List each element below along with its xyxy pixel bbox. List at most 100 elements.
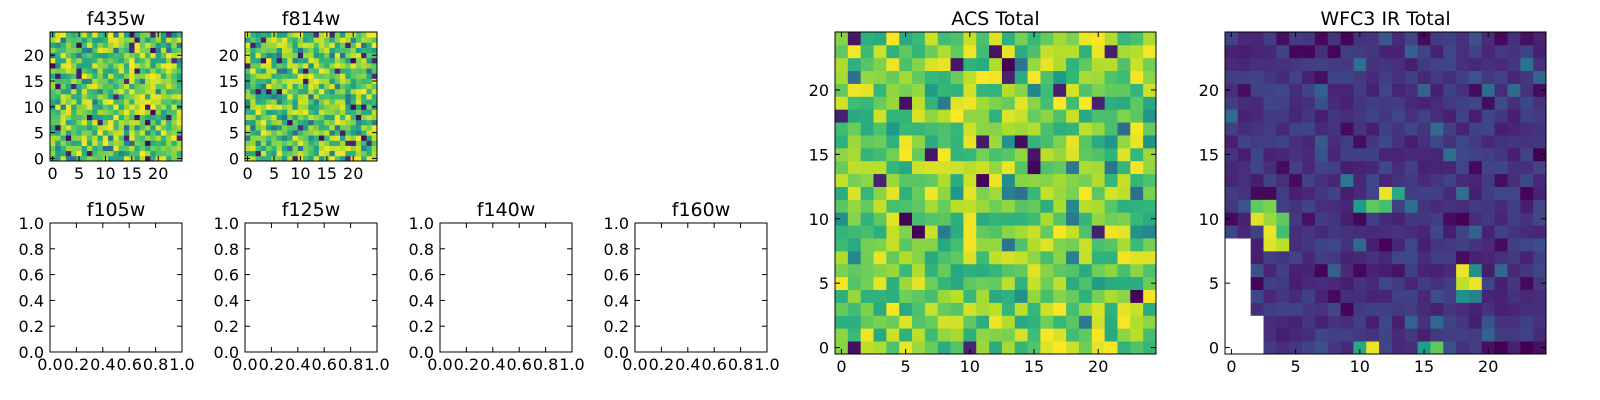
heatmap-cell	[340, 57, 346, 64]
heatmap-cell	[924, 341, 939, 355]
heatmap-cell	[1143, 186, 1157, 200]
heatmap-cell	[989, 147, 1003, 162]
heatmap-cell	[123, 57, 130, 64]
heatmap-cell	[1014, 328, 1028, 342]
heatmap-cell	[324, 150, 330, 157]
heatmap-cell	[340, 93, 346, 100]
heatmap-cell	[65, 135, 72, 141]
heatmap-cell	[308, 145, 315, 152]
heatmap-cell	[266, 88, 272, 95]
heatmap-cell	[1494, 263, 1508, 278]
heatmap-cell	[303, 42, 309, 48]
heatmap-cell	[129, 104, 135, 110]
heatmap-cell	[303, 52, 309, 59]
heatmap-cell	[1507, 238, 1521, 252]
heatmap-cell	[255, 37, 262, 43]
heatmap-cell	[176, 42, 183, 48]
heatmap-cell	[171, 78, 178, 84]
heatmap-cell	[1314, 212, 1329, 226]
axes-frame	[244, 31, 378, 162]
heatmap-cell	[847, 263, 862, 278]
heatmap-cell	[924, 173, 939, 187]
heatmap-cell	[287, 52, 293, 59]
heatmap-cell	[145, 57, 151, 64]
heatmap-cell	[1040, 135, 1054, 149]
heatmap-cell	[313, 83, 320, 90]
heatmap-cell	[1027, 135, 1041, 149]
heatmap-cell	[1366, 238, 1380, 252]
heatmap-cell	[1014, 32, 1028, 46]
heatmap-cell	[1263, 44, 1277, 59]
heatmap-cell	[1366, 250, 1380, 265]
heatmap-cell	[1404, 135, 1418, 149]
heatmap-cell	[350, 150, 357, 157]
heatmap-cell	[92, 93, 98, 100]
heatmap-cell	[150, 124, 156, 131]
heatmap-cell	[1104, 135, 1118, 149]
heatmap-cell	[963, 276, 977, 290]
heatmap-cell	[1078, 32, 1093, 46]
heatmap-cell	[1130, 212, 1144, 226]
heatmap-cell	[123, 114, 130, 121]
heatmap-cell	[113, 62, 120, 69]
heatmap-cell	[287, 88, 293, 95]
heatmap-cell	[118, 88, 125, 95]
heatmap-cell	[1001, 225, 1016, 239]
heatmap-cell	[1066, 44, 1080, 59]
heatmap-cell	[292, 78, 299, 84]
heatmap-cell	[1078, 96, 1093, 110]
heatmap-cell	[303, 104, 309, 110]
heatmap-cell	[1276, 212, 1290, 226]
heatmap-cell	[255, 57, 262, 64]
heatmap-cell	[1443, 122, 1457, 136]
heatmap-cell	[1027, 225, 1041, 239]
heatmap-cell	[134, 104, 141, 110]
heatmap-cell	[1040, 212, 1054, 226]
heatmap-cell	[1481, 225, 1496, 239]
heatmap-cell	[886, 212, 900, 226]
heatmap-cell	[366, 114, 373, 121]
y-tick-label: 20	[219, 46, 239, 65]
heatmap-cell	[276, 135, 283, 141]
heatmap-cell	[292, 47, 299, 54]
heatmap-cell	[1066, 186, 1080, 200]
heatmap-cell	[873, 238, 887, 252]
x-tick-label: 15	[1414, 357, 1434, 376]
heatmap-cell	[355, 78, 362, 84]
heatmap-cell	[97, 37, 104, 43]
heatmap-cell	[303, 62, 309, 69]
heatmap-cell	[1289, 135, 1303, 149]
heatmap-cell	[989, 96, 1003, 110]
heatmap-cell	[1302, 199, 1316, 213]
heatmap-cell	[150, 83, 156, 90]
heatmap-cell	[166, 140, 172, 146]
heatmap-cell	[963, 147, 977, 162]
heatmap-cell	[303, 57, 309, 64]
heatmap-cell	[1263, 32, 1277, 46]
heatmap-cell	[134, 47, 141, 54]
heatmap-cell	[139, 104, 146, 110]
heatmap-cell	[166, 68, 172, 74]
heatmap-cell	[176, 73, 183, 79]
heatmap-cell	[334, 47, 341, 54]
heatmap-cell	[292, 114, 299, 121]
heatmap-cell	[1430, 212, 1444, 226]
heatmap-cell	[1225, 276, 1239, 290]
heatmap-cell	[297, 47, 304, 54]
heatmap-cell	[108, 62, 114, 69]
heatmap-cell	[134, 119, 141, 126]
x-tick-label: 20	[1088, 357, 1108, 376]
heatmap-cell	[281, 47, 288, 54]
heatmap-cell	[118, 37, 125, 43]
heatmap-cell	[71, 145, 77, 152]
heatmap-cell	[97, 83, 104, 90]
heatmap-cell	[1366, 135, 1380, 149]
heatmap-cell	[1379, 238, 1393, 252]
heatmap-cell	[176, 119, 183, 126]
heatmap-cell	[1104, 315, 1118, 329]
heatmap-cell	[123, 109, 130, 115]
heatmap-cell	[1143, 160, 1157, 175]
heatmap-cell	[1468, 263, 1483, 278]
heatmap-cell	[1443, 199, 1457, 213]
